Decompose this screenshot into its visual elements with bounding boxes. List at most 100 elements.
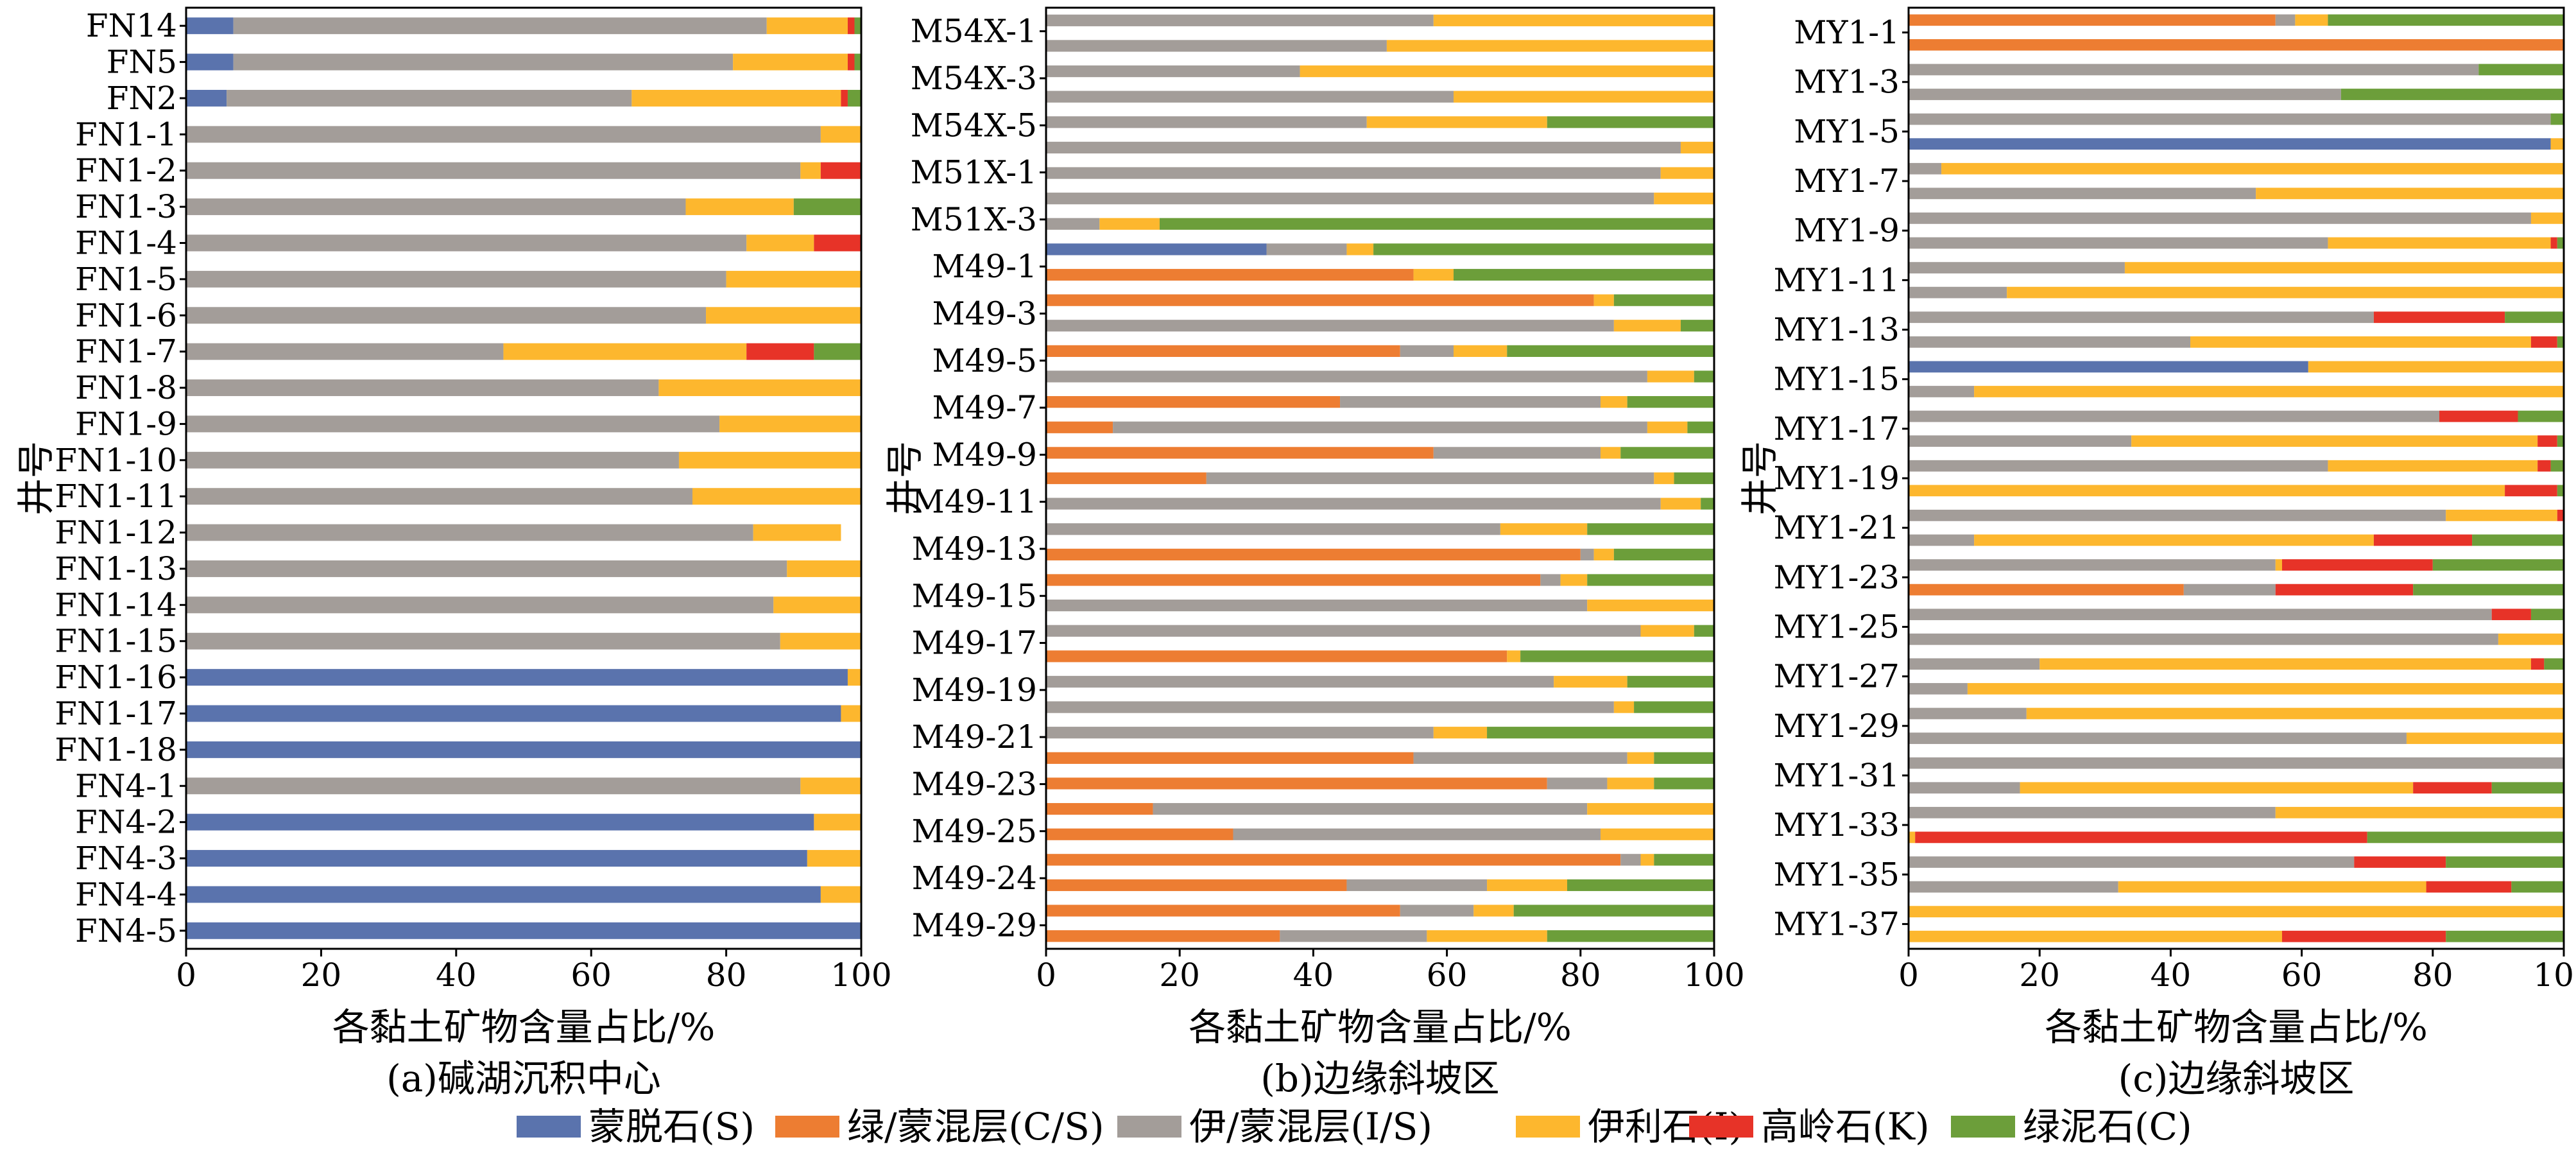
y-tick-label: M49-1 — [932, 248, 1037, 285]
legend-swatch-CS — [775, 1116, 839, 1138]
bar-2-4-C — [1547, 116, 1714, 128]
y-tick-label: FN1-10 — [55, 442, 177, 479]
bar-2-26-C — [1627, 675, 1714, 688]
y-tick-label: FN1-15 — [55, 623, 177, 660]
bar-3-28-I — [2026, 707, 2564, 720]
bar-3-17-C — [2557, 435, 2564, 447]
legend-swatch-I — [1516, 1116, 1580, 1138]
bar-3-21-IS — [1909, 534, 1975, 546]
y-tick-label: M49-5 — [932, 342, 1037, 379]
x-tick-label: 60 — [2281, 957, 2323, 994]
bar-3-14-S — [1909, 361, 2308, 373]
y-tick-label: M49-9 — [932, 436, 1037, 473]
bar-3-27-IS — [1909, 683, 1968, 695]
bar-1-9-C — [814, 343, 861, 360]
bar-1-5-C — [793, 198, 861, 216]
bar-1-2-IS — [227, 89, 632, 107]
bar-1-21-IS — [186, 777, 801, 795]
y-tick-label: FN1-17 — [55, 695, 177, 732]
bar-1-1-I — [733, 53, 848, 71]
bar-2-17-I — [1601, 447, 1621, 459]
y-tick-label: FN1-8 — [75, 369, 177, 406]
bar-3-0-C — [2328, 14, 2564, 26]
panel-caption: (c)边缘斜坡区 — [2118, 1057, 2355, 1100]
bar-3-25-I — [2498, 633, 2564, 645]
bar-2-20-I — [1500, 523, 1588, 535]
bar-2-25-CS — [1046, 650, 1507, 662]
bar-2-21-I — [1593, 548, 1614, 560]
bar-2-24-IS — [1046, 625, 1641, 637]
bar-2-8-I — [1099, 218, 1160, 230]
bar-2-31-I — [1587, 802, 1714, 815]
y-tick-label: M49-23 — [912, 765, 1037, 802]
bar-3-34-IS — [1909, 856, 2355, 868]
bar-3-13-I — [2190, 336, 2531, 348]
bar-2-17-CS — [1046, 447, 1434, 459]
bar-1-11-I — [719, 415, 861, 433]
bar-2-13-C — [1507, 345, 1714, 358]
bar-3-7-IS — [1909, 187, 2256, 200]
bar-3-32-IS — [1909, 806, 2276, 818]
bar-1-15-IS — [186, 560, 787, 577]
bar-3-5-I — [2550, 138, 2564, 150]
bar-2-0-I — [1433, 14, 1714, 26]
legend-label-CS: 绿/蒙混层(C/S) — [847, 1105, 1104, 1148]
y-tick-label: FN1-13 — [55, 550, 177, 587]
bar-1-0-I — [766, 17, 848, 35]
bar-2-5-IS — [1046, 141, 1681, 154]
bar-1-24-S — [186, 886, 821, 903]
bar-1-1-K — [847, 53, 855, 71]
y-tick-label: FN1-16 — [55, 659, 177, 696]
bar-3-6-IS — [1909, 162, 1942, 175]
bar-1-5-IS — [186, 198, 686, 216]
bar-1-5-I — [685, 198, 794, 216]
bar-2-4-I — [1366, 116, 1547, 128]
y-tick-label: FN1-4 — [75, 225, 177, 262]
bar-3-2-IS — [1909, 64, 2479, 76]
bar-1-19-I — [841, 705, 861, 722]
bar-3-5-S — [1909, 138, 2551, 150]
bar-3-15-IS — [1909, 386, 1975, 397]
bar-2-32-I — [1601, 828, 1714, 840]
bar-2-24-I — [1640, 625, 1694, 637]
bar-2-16-I — [1647, 421, 1688, 433]
y-tick-label: MY1-21 — [1773, 509, 1900, 546]
bar-3-20-I — [2446, 509, 2557, 521]
bar-2-13-CS — [1046, 345, 1400, 358]
bar-3-13-K — [2530, 336, 2557, 348]
bar-3-4-C — [2550, 113, 2564, 125]
bar-2-18-I — [1654, 472, 1674, 485]
bar-2-30-IS — [1547, 777, 1608, 790]
bar-2-7-I — [1654, 193, 1714, 205]
bar-2-5-I — [1680, 141, 1714, 154]
bar-3-24-IS — [1909, 609, 2492, 621]
bar-3-21-K — [2373, 534, 2473, 546]
y-tick-label: M49-25 — [912, 813, 1037, 850]
bar-3-33-K — [1915, 831, 2367, 844]
bar-3-18-K — [2537, 460, 2551, 472]
y-tick-label: MY1-13 — [1773, 311, 1900, 349]
y-tick-label: MY1-25 — [1773, 608, 1900, 645]
legend-swatch-IS — [1117, 1116, 1181, 1138]
bar-1-2-I — [631, 89, 841, 107]
bar-1-10-IS — [186, 379, 659, 397]
bar-1-16-IS — [186, 596, 774, 614]
x-tick-label: 100 — [1683, 957, 1744, 994]
bar-1-15-I — [787, 560, 861, 577]
y-axis-label: 井号 — [883, 441, 927, 515]
bar-3-11-IS — [1909, 286, 2007, 299]
bar-3-34-K — [2354, 856, 2446, 868]
bar-3-2-C — [2478, 64, 2564, 76]
bar-2-1-I — [1386, 40, 1714, 52]
bar-2-2-I — [1300, 65, 1714, 78]
bar-2-14-IS — [1046, 370, 1647, 383]
bar-2-16-C — [1687, 421, 1714, 433]
x-tick-label: 0 — [1898, 957, 1919, 994]
bar-3-19-C — [2557, 485, 2564, 497]
y-tick-label: MY1-19 — [1773, 460, 1900, 497]
bar-3-19-K — [2505, 485, 2557, 497]
bar-2-33-C — [1654, 854, 1714, 866]
bar-3-0-I — [2295, 14, 2328, 26]
bar-2-15-C — [1627, 396, 1714, 408]
bar-1-9-IS — [186, 343, 504, 360]
